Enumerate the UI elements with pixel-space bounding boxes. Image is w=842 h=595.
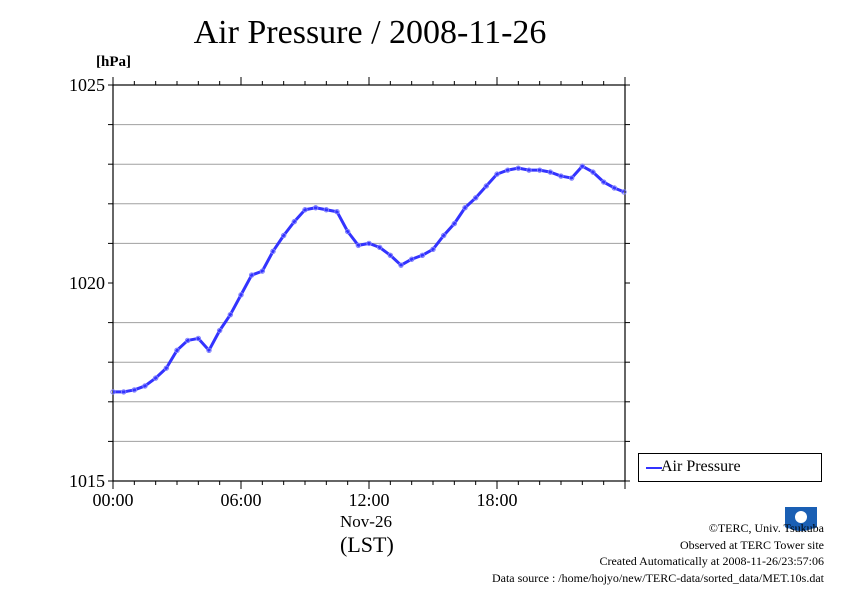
- data-point: [238, 292, 244, 298]
- data-point: [600, 179, 607, 185]
- plot-frame: [112, 84, 626, 482]
- data-point: [355, 242, 362, 249]
- data-point: [174, 347, 180, 354]
- y-tick-label: 1020: [69, 273, 105, 293]
- y-axis-unit: [hPa]: [96, 54, 131, 70]
- data-point: [440, 232, 447, 239]
- x-tick-label: 12:00: [348, 490, 389, 510]
- data-point: [558, 173, 564, 179]
- credits-block: ©TERC, Univ. Tsukuba Observed at TERC To…: [492, 520, 824, 586]
- data-point: [206, 347, 212, 354]
- data-point: [526, 167, 532, 173]
- chart-title: Air Pressure / 2008-11-26: [193, 14, 547, 51]
- x-tick-label: 06:00: [220, 490, 261, 510]
- data-point: [547, 169, 554, 175]
- data-point: [462, 205, 468, 211]
- data-point: [494, 171, 500, 177]
- data-point: [568, 175, 575, 181]
- data-point: [259, 268, 266, 274]
- series-line: [113, 164, 625, 394]
- data-point: [590, 169, 596, 175]
- data-point: [611, 185, 618, 191]
- data-point: [195, 335, 202, 342]
- x-axis-date-label: Nov-26: [340, 512, 392, 531]
- data-point: [344, 228, 351, 235]
- axis-ticks: [108, 77, 630, 489]
- y-tick-label: 1015: [69, 471, 105, 491]
- data-point: [334, 209, 340, 215]
- copyright-text: ©TERC, Univ. Tsukuba: [708, 521, 824, 535]
- data-point: [312, 205, 319, 211]
- data-point: [419, 252, 426, 258]
- data-point: [216, 327, 223, 334]
- legend-swatch: [646, 467, 662, 469]
- data-point: [366, 240, 372, 247]
- data-point: [483, 183, 490, 189]
- data-point: [504, 167, 511, 173]
- data-point: [184, 337, 191, 344]
- data-point: [408, 256, 415, 262]
- legend-label: Air Pressure: [661, 458, 741, 475]
- x-axis-timezone-label: (LST): [340, 532, 394, 557]
- data-point: [110, 389, 116, 395]
- data-point: [536, 167, 543, 173]
- data-point: [248, 272, 255, 278]
- data-point: [270, 248, 276, 255]
- legend: Air Pressure: [638, 453, 822, 482]
- data-point: [120, 389, 127, 395]
- y-tick-labels: 1015 1020 1025: [69, 75, 105, 491]
- created-text: Created Automatically at 2008-11-26/23:5…: [599, 554, 824, 568]
- data-point: [376, 244, 383, 251]
- x-tick-label: 00:00: [92, 490, 133, 510]
- y-tick-label: 1025: [69, 75, 105, 95]
- data-source-text: Data source : /home/hojyo/new/TERC-data/…: [491, 570, 824, 585]
- data-point: [579, 163, 586, 169]
- terc-logo: [783, 505, 819, 539]
- data-point: [387, 252, 394, 258]
- x-tick-labels: 00:00 06:00 12:00 18:00: [92, 490, 517, 510]
- data-point: [163, 365, 170, 371]
- data-point: [280, 232, 287, 239]
- data-point: [152, 375, 159, 381]
- data-point: [515, 165, 522, 171]
- data-point: [398, 262, 404, 268]
- data-point: [323, 207, 330, 213]
- data-point: [227, 311, 234, 318]
- x-tick-label: 18:00: [476, 490, 517, 510]
- data-point: [291, 218, 298, 225]
- data-point: [451, 220, 458, 227]
- data-point: [621, 189, 627, 195]
- observed-text: Observed at TERC Tower site: [679, 537, 824, 552]
- data-point: [131, 387, 138, 393]
- data-point: [430, 246, 436, 253]
- grid-lines: [113, 124, 625, 442]
- data-point: [472, 195, 479, 201]
- data-point: [142, 383, 148, 389]
- data-point: [302, 207, 308, 213]
- data-series: [110, 163, 627, 395]
